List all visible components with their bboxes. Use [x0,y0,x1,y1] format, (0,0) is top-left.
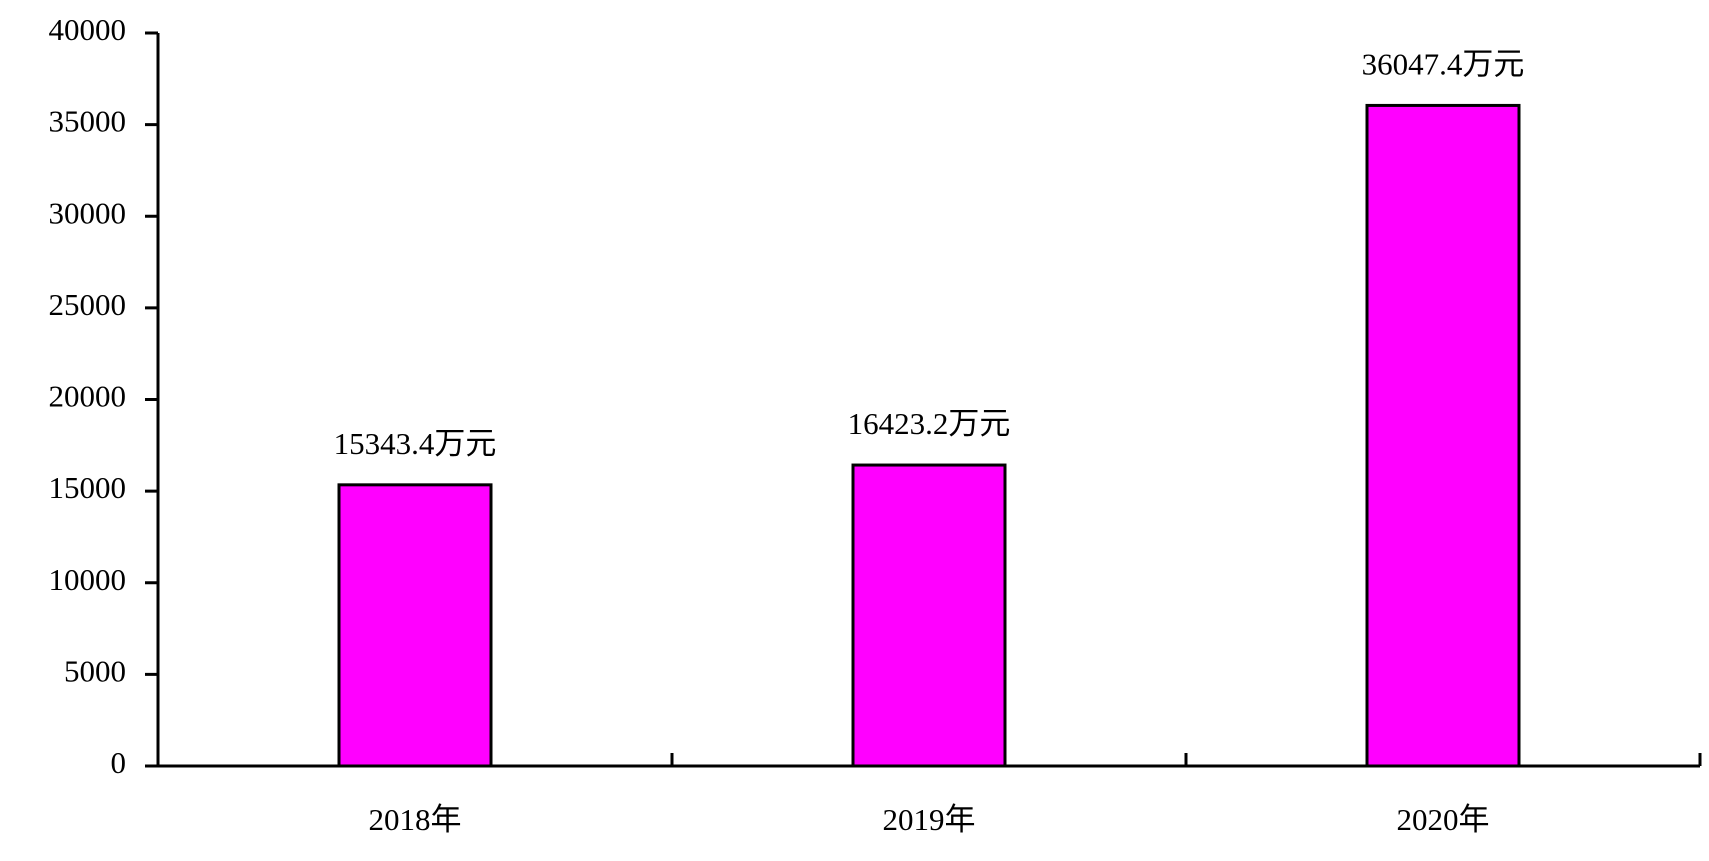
value-label: 36047.4万元 [1362,47,1525,82]
y-tick-label: 10000 [49,562,127,597]
y-tick-label: 30000 [49,195,127,230]
y-tick-label: 40000 [49,12,127,47]
bar [851,463,1007,768]
value-label: 16423.2万元 [848,406,1011,441]
y-tick-label: 35000 [49,104,127,139]
y-tick-label: 15000 [49,470,127,505]
bar [337,483,493,768]
y-tick-label: 25000 [49,287,127,322]
y-tick-label: 5000 [64,653,126,688]
x-tick-label: 2019年 [883,802,976,837]
x-tick-label: 2018年 [369,802,462,837]
value-label: 15343.4万元 [334,426,497,461]
bar [1365,103,1521,768]
y-tick-label: 20000 [49,379,127,414]
x-tick-label: 2020年 [1397,802,1490,837]
y-tick-label: 0 [111,745,127,780]
